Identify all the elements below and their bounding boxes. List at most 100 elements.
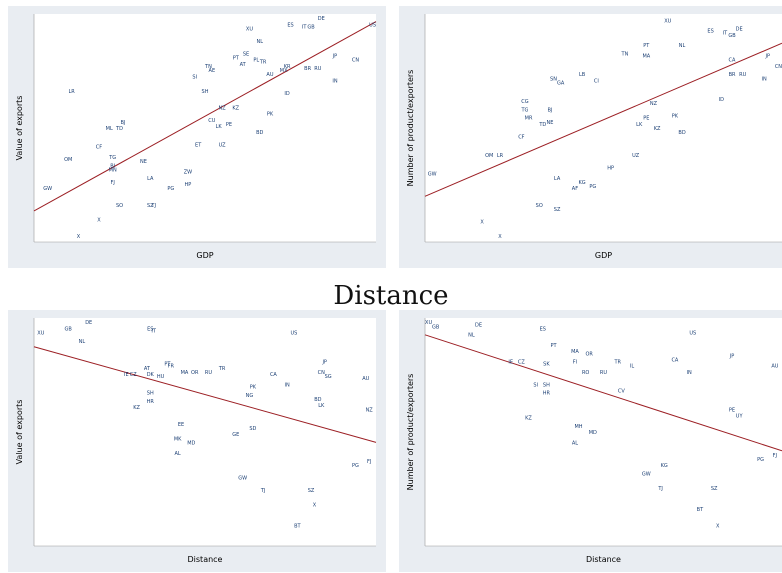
point-label-ca: CA — [671, 358, 678, 364]
point-label-us: US — [369, 22, 376, 28]
point-label-ae: AE — [209, 68, 216, 74]
y-axis-label: Value of exports — [15, 400, 24, 465]
point-label-cz: CZ — [518, 360, 525, 366]
point-label-mr: MR — [525, 116, 533, 122]
point-label-la: LA — [147, 176, 154, 182]
point-label-cn: CN — [352, 58, 359, 64]
point-label-pg: PG — [352, 463, 359, 469]
x-axis-label: GDP — [196, 251, 213, 260]
point-label-kz: KZ — [525, 416, 532, 422]
x-axis-label: Distance — [188, 555, 223, 564]
panel-gdp-products: XU ES IT GB DE NL PT TN MA CA JP CN BR RU IN ID LB CI SN GA… — [399, 6, 782, 268]
point-label-de: DE — [475, 322, 482, 328]
point-label-x: X — [77, 234, 81, 240]
point-label-x: X — [498, 234, 502, 240]
point-label-pk: PK — [267, 112, 274, 118]
point-label-si: SI — [533, 382, 538, 388]
point-label-hu: HU — [157, 374, 165, 380]
point-label-kz: KZ — [654, 126, 661, 132]
point-label-cz: CZ — [130, 372, 137, 378]
point-label-hr: HR — [543, 391, 551, 397]
point-label-cv: CV — [618, 389, 625, 395]
point-label-fj: FJ — [110, 180, 114, 186]
point-label-pg: PG — [167, 186, 174, 192]
point-label-x: X — [480, 219, 484, 225]
plot-area — [425, 14, 782, 242]
panel-distance-products: XU GB DE ES NL US PT MA OR FI CZ IE SK RO RU TR IL CA JP AU… — [399, 310, 782, 572]
point-label-jp: JP — [332, 54, 338, 60]
point-label-gb: GB — [65, 326, 73, 332]
fit-line — [33, 21, 377, 212]
point-label-it: IT — [723, 31, 728, 37]
point-label-ee: EE — [178, 422, 184, 428]
point-label-sk: SK — [543, 362, 550, 368]
point-label-in: IN — [762, 76, 767, 82]
point-label-pk: PK — [672, 114, 679, 120]
point-label-bt: BT — [697, 507, 704, 513]
point-label-zw: ZW — [184, 170, 192, 176]
point-label-xu: XU — [425, 320, 432, 326]
point-label-pl: PL — [253, 58, 259, 64]
point-label-pt: PT — [643, 43, 650, 49]
point-label-kz: KZ — [232, 105, 239, 111]
point-label-gb: GB — [432, 324, 440, 330]
point-label-br: BR — [304, 66, 311, 72]
point-label-cn: CN — [775, 64, 782, 70]
point-label-in: IN — [687, 370, 692, 376]
point-label-om: OM — [485, 153, 493, 159]
point-label-nz: NZ — [219, 105, 227, 111]
point-label-in: IN — [284, 382, 289, 388]
point-label-pe: PE — [643, 116, 649, 122]
plot-area — [425, 318, 782, 546]
y-axis-label: Number of product/exporters — [406, 374, 415, 491]
point-label-af: AF — [572, 186, 578, 192]
point-label-td: TD — [115, 126, 123, 132]
point-label-au: AU — [266, 72, 273, 78]
point-label-nl: NL — [679, 43, 686, 49]
point-label-bt: BT — [294, 523, 301, 529]
point-label-so: SO — [116, 203, 123, 209]
point-label-al: AL — [175, 451, 181, 457]
point-label-sh: SH — [147, 391, 154, 397]
point-label-pt: PT — [233, 56, 240, 62]
point-label-ru: RU — [600, 370, 607, 376]
point-label-sz: SZ — [554, 207, 561, 213]
point-label-nz: NZ — [650, 101, 658, 107]
point-label-hp: HP — [185, 182, 192, 188]
point-label-es: ES — [540, 326, 546, 332]
point-label-ru: RU — [314, 66, 321, 72]
point-label-so: SO — [536, 203, 543, 209]
point-label-ro: RO — [582, 370, 589, 376]
point-label-ie: IE — [508, 360, 513, 366]
point-label-gb: GB — [728, 33, 736, 39]
point-label-ca: CA — [729, 58, 736, 64]
point-label-at: AT — [240, 62, 247, 68]
point-label-br: BR — [729, 72, 736, 78]
point-label-de: DE — [318, 16, 325, 22]
point-label-cf: CF — [518, 134, 524, 140]
point-label-de: DE — [85, 320, 92, 326]
point-label-pg: PG — [757, 457, 764, 463]
point-label-tn: TN — [621, 51, 629, 57]
point-label-pe: PE — [226, 122, 232, 128]
point-label-nl: NL — [79, 339, 86, 345]
point-label-it: IT — [151, 329, 156, 335]
point-label-mx: MX — [280, 68, 288, 74]
y-axis-label: Number of product/exporters — [406, 70, 415, 187]
point-label-mn: MN — [109, 168, 117, 174]
point-label-ma: MA — [181, 370, 189, 376]
point-label-at: AT — [144, 366, 151, 372]
point-label-mh: MH — [574, 424, 582, 430]
point-label-om: OM — [64, 157, 72, 163]
point-label-uy: UY — [736, 413, 744, 419]
point-label-pe: PE — [729, 407, 735, 413]
y-axis-label: Value of exports — [15, 96, 24, 161]
section-title: Distance — [333, 281, 449, 311]
point-label-lk: LK — [636, 122, 643, 128]
point-label-nz: NZ — [366, 407, 374, 413]
point-label-nl: NL — [468, 333, 475, 339]
point-label-ma: MA — [571, 349, 579, 355]
point-label-gb: GB — [307, 25, 315, 31]
